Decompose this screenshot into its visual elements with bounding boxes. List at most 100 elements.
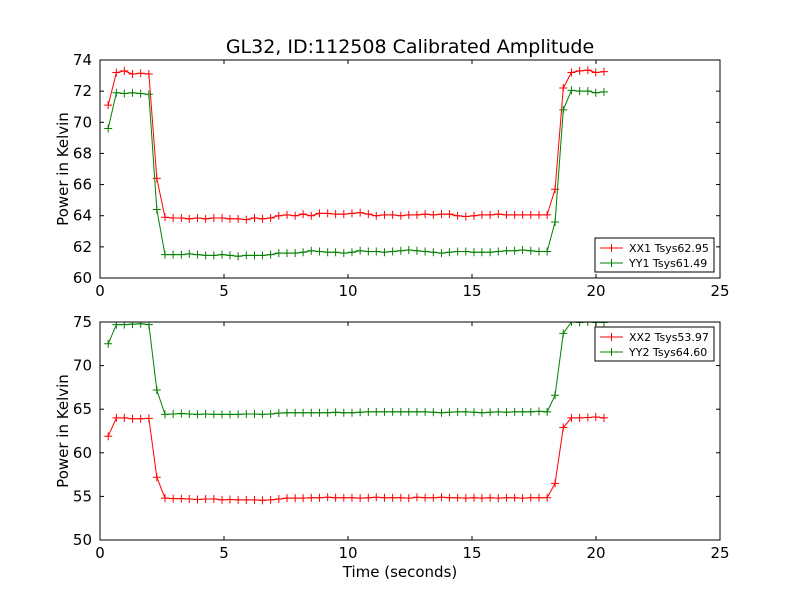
data-point — [526, 407, 535, 416]
legend: XX2 Tsys53.97 YY2 Tsys64.60 — [594, 326, 715, 362]
data-point — [160, 410, 169, 419]
data-point — [543, 407, 552, 416]
data-point — [299, 210, 308, 219]
data-point — [128, 414, 137, 423]
data-point — [307, 408, 316, 417]
data-point — [494, 407, 503, 416]
data-point — [331, 210, 340, 219]
data-point — [380, 210, 389, 219]
x-tick-label: 20 — [586, 282, 605, 300]
data-point — [339, 408, 348, 417]
data-point — [518, 494, 527, 503]
data-point — [591, 68, 600, 77]
y-tick-label: 60 — [73, 444, 92, 462]
data-point — [364, 210, 373, 219]
legend-label: XX2 Tsys53.97 — [629, 331, 709, 344]
legend-marker — [607, 259, 616, 267]
y-tick-label: 66 — [73, 176, 92, 194]
y-tick-label: 68 — [73, 144, 92, 162]
data-point — [120, 413, 129, 422]
data-point — [234, 252, 243, 261]
data-point — [112, 322, 121, 329]
data-point — [218, 214, 227, 223]
data-point — [396, 246, 405, 255]
y-tick-label: 62 — [73, 238, 92, 256]
data-point — [144, 70, 153, 79]
data-point — [559, 329, 568, 338]
data-point — [218, 495, 227, 504]
data-point — [136, 89, 145, 98]
data-point — [551, 217, 560, 226]
data-point — [412, 210, 421, 219]
data-point — [274, 211, 283, 220]
data-point — [315, 493, 324, 502]
data-point — [559, 423, 568, 432]
data-point — [421, 493, 430, 502]
y-tick-label: 70 — [73, 113, 92, 131]
data-point — [307, 211, 316, 220]
data-point — [534, 407, 543, 416]
data-point — [323, 248, 332, 257]
data-point — [559, 84, 568, 93]
data-point — [534, 210, 543, 219]
data-point — [599, 87, 608, 96]
data-point — [160, 213, 169, 222]
data-point — [429, 408, 438, 417]
data-point — [445, 408, 454, 417]
data-point — [356, 494, 365, 503]
data-point — [469, 248, 478, 257]
data-point — [209, 214, 218, 223]
y-tick-label: 60 — [73, 269, 92, 287]
data-point — [299, 248, 308, 257]
data-point — [177, 250, 186, 259]
data-point — [388, 493, 397, 502]
data-point — [169, 409, 178, 418]
data-point — [339, 210, 348, 219]
data-point — [445, 248, 454, 257]
data-point — [364, 407, 373, 416]
data-point — [104, 124, 113, 133]
data-point — [510, 493, 519, 502]
top-panel: 0 5 10 15 20 25 60 62 64 66 68 70 72 74 Power in Kelvi… — [54, 51, 730, 300]
data-point — [144, 90, 153, 99]
data-point — [461, 494, 470, 503]
data-point — [193, 495, 202, 504]
data-point — [453, 493, 462, 502]
data-point — [234, 495, 243, 504]
legend-marker — [607, 333, 616, 341]
data-point — [477, 494, 486, 503]
data-point — [225, 495, 234, 504]
data-point — [567, 322, 576, 326]
data-point — [339, 493, 348, 502]
data-point — [583, 322, 592, 326]
data-point — [209, 251, 218, 260]
y-tick-label: 75 — [73, 313, 92, 331]
data-point — [494, 494, 503, 503]
data-point — [437, 493, 446, 502]
data-point — [258, 251, 267, 260]
data-point — [599, 67, 608, 76]
data-point — [218, 410, 227, 419]
data-point — [347, 209, 356, 218]
data-point — [169, 494, 178, 503]
data-point — [234, 214, 243, 223]
data-point — [347, 248, 356, 257]
data-point — [201, 251, 210, 260]
data-point — [201, 495, 210, 504]
data-point — [185, 214, 194, 223]
data-point — [209, 495, 218, 504]
legend-marker — [607, 348, 616, 356]
data-point — [282, 249, 291, 258]
data-point — [469, 493, 478, 502]
data-point — [144, 414, 153, 423]
data-point — [331, 408, 340, 417]
data-point — [583, 66, 592, 75]
data-point — [429, 248, 438, 257]
data-point — [112, 88, 121, 97]
data-point — [502, 246, 511, 255]
data-point — [575, 87, 584, 96]
data-point — [526, 246, 535, 255]
data-point — [356, 246, 365, 255]
data-point — [477, 248, 486, 257]
